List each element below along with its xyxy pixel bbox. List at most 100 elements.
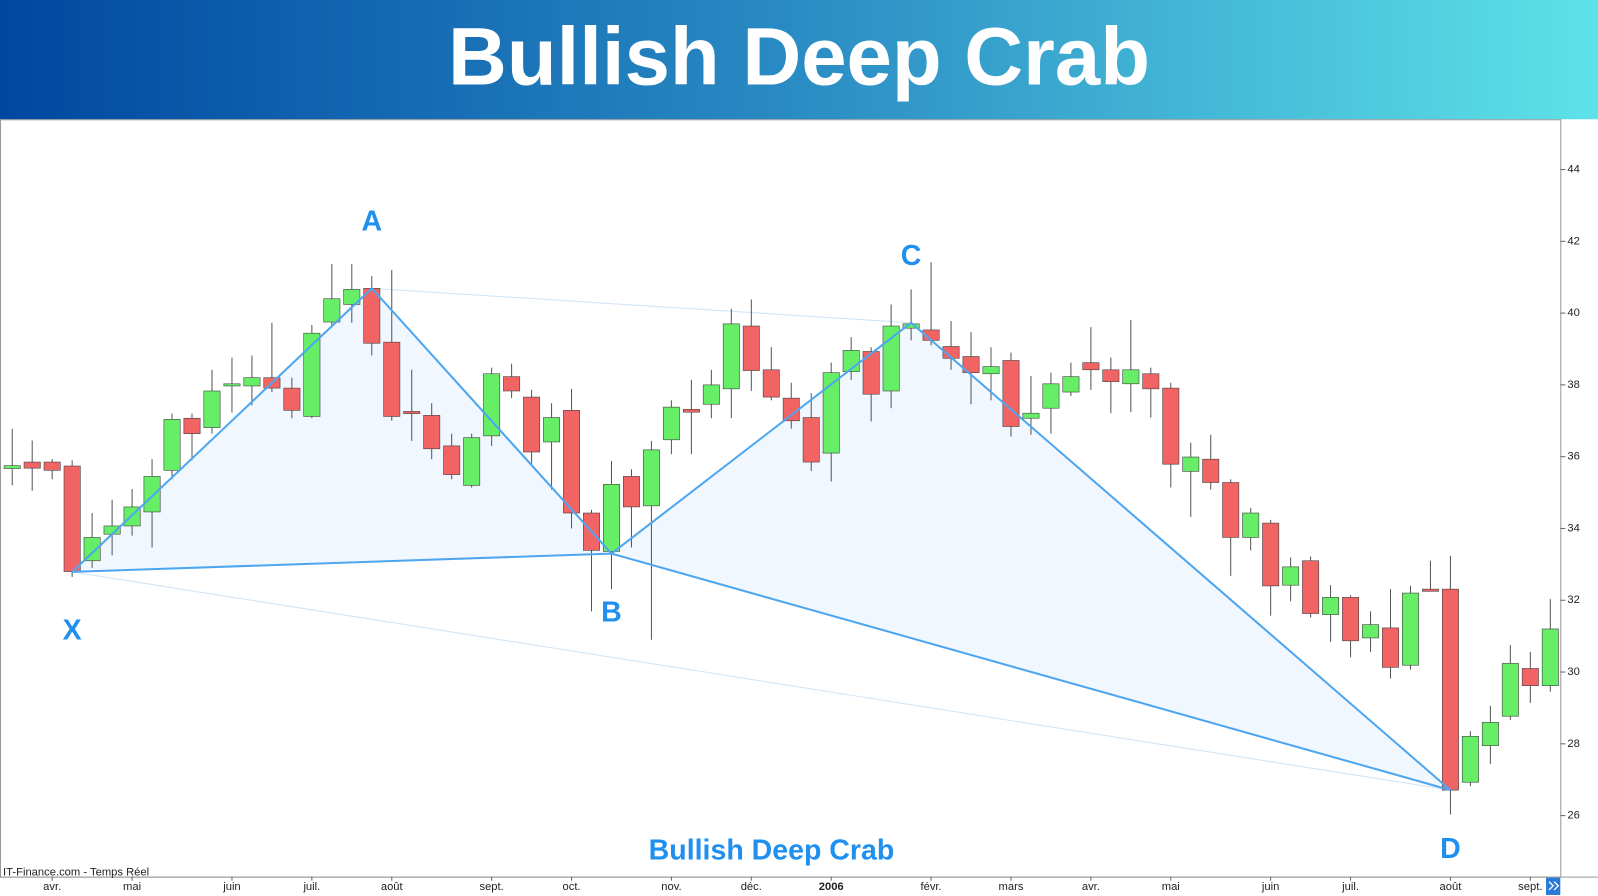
candle-body [43,461,61,471]
x-tick-label: oct. [562,881,580,893]
candle-body [383,341,401,417]
candle-body [742,325,760,371]
candle-body [1122,369,1140,385]
candle-body [1461,735,1479,783]
x-tick-label: déc. [741,881,762,893]
candle-body [1162,387,1180,465]
chart-annotation: Bullish Deep Crab [649,835,895,867]
candle-body [323,298,341,323]
candle-body [1521,668,1539,686]
y-tick-label: 26 [1567,810,1579,822]
page-title: Bullish Deep Crab [448,12,1150,103]
plot-frame [0,119,1562,878]
candle-body [163,419,181,471]
pattern-leg [371,287,613,555]
candle-body [143,476,161,513]
x-tick-label: sept. [1518,881,1542,893]
candle-body [1242,512,1260,538]
candle-body [283,387,301,411]
candle-body [982,366,1000,375]
candle-body [622,476,640,508]
candle-body [1102,369,1120,382]
x-tick-label: août [381,881,404,893]
pattern-point-label: D [1440,833,1461,865]
candle-body [563,410,580,514]
x-tick-label: févr. [920,881,941,893]
y-tick-label: 36 [1567,451,1579,463]
scroll-icon [1548,881,1560,891]
candle-body [1282,566,1300,586]
candle-body [1342,597,1360,642]
candle-body [203,390,221,428]
candle-body [1262,522,1280,587]
candle-body [1022,412,1040,419]
header-band [0,0,1598,120]
candle-body [543,417,561,443]
y-tick-label: 30 [1567,666,1579,678]
candle-body [1481,721,1499,746]
x-tick-label: mai [123,881,141,893]
candle-body [682,408,700,413]
candle-body [802,417,820,463]
candle-body [642,449,660,507]
y-tick-label: 28 [1567,738,1579,750]
candle-body [1142,373,1160,390]
candle-body [403,411,421,414]
candle-body [1541,628,1559,686]
candle-body [603,484,620,552]
x-tick-label: mars [999,881,1024,893]
candle-body [722,323,740,390]
candle-body [303,332,321,417]
candle-body [423,415,441,450]
x-tick-label: 2006 [819,881,844,893]
candle-body [882,325,900,392]
candle-body [1222,482,1240,538]
x-tick-label: août [1440,881,1463,893]
pattern-point-label: B [601,596,622,628]
candle-body [1182,456,1200,472]
candle-body [1382,627,1399,668]
x-tick-label: avr. [43,881,61,893]
x-tick-label: avr. [1082,881,1100,893]
candle-body [822,372,840,454]
pattern-leg [71,287,373,573]
candle-body [443,445,461,475]
candle-body [63,465,81,572]
y-tick-label: 40 [1567,307,1579,319]
pattern-point-label: C [901,240,922,272]
candle-body [762,369,780,398]
x-tick-label: juil. [1341,881,1359,893]
candle-body [83,537,101,562]
pattern-fill [611,322,1451,791]
candle-body [702,384,720,405]
candle-body [662,406,680,441]
candle-body [862,351,880,395]
candle-body [1421,588,1439,592]
y-tick-label: 34 [1567,522,1579,534]
y-tick-label: 42 [1567,235,1579,247]
pattern-leg [910,322,1452,791]
x-tick-label: mai [1162,881,1180,893]
y-tick-label: 44 [1567,163,1579,175]
pattern-guide [72,571,1451,791]
candle-body [1441,588,1459,791]
candle-body [3,465,21,469]
x-tick-label: nov. [661,881,681,893]
source-label: IT-Finance.com - Temps Réel [3,867,149,879]
y-tick-label: 32 [1567,594,1579,606]
pattern-leg [72,552,612,573]
pattern-point-label: X [63,615,82,647]
candle-body [1002,360,1020,427]
candle-body [1322,597,1340,615]
candle-body [503,376,521,392]
candle-body [1501,663,1519,717]
candle-body [1082,362,1100,371]
candle-body [523,396,541,453]
candle-body [962,356,980,373]
candle-body [1302,560,1320,614]
x-tick-label: sept. [479,881,503,893]
candle-body [1062,376,1080,393]
pattern-fill [72,288,612,572]
